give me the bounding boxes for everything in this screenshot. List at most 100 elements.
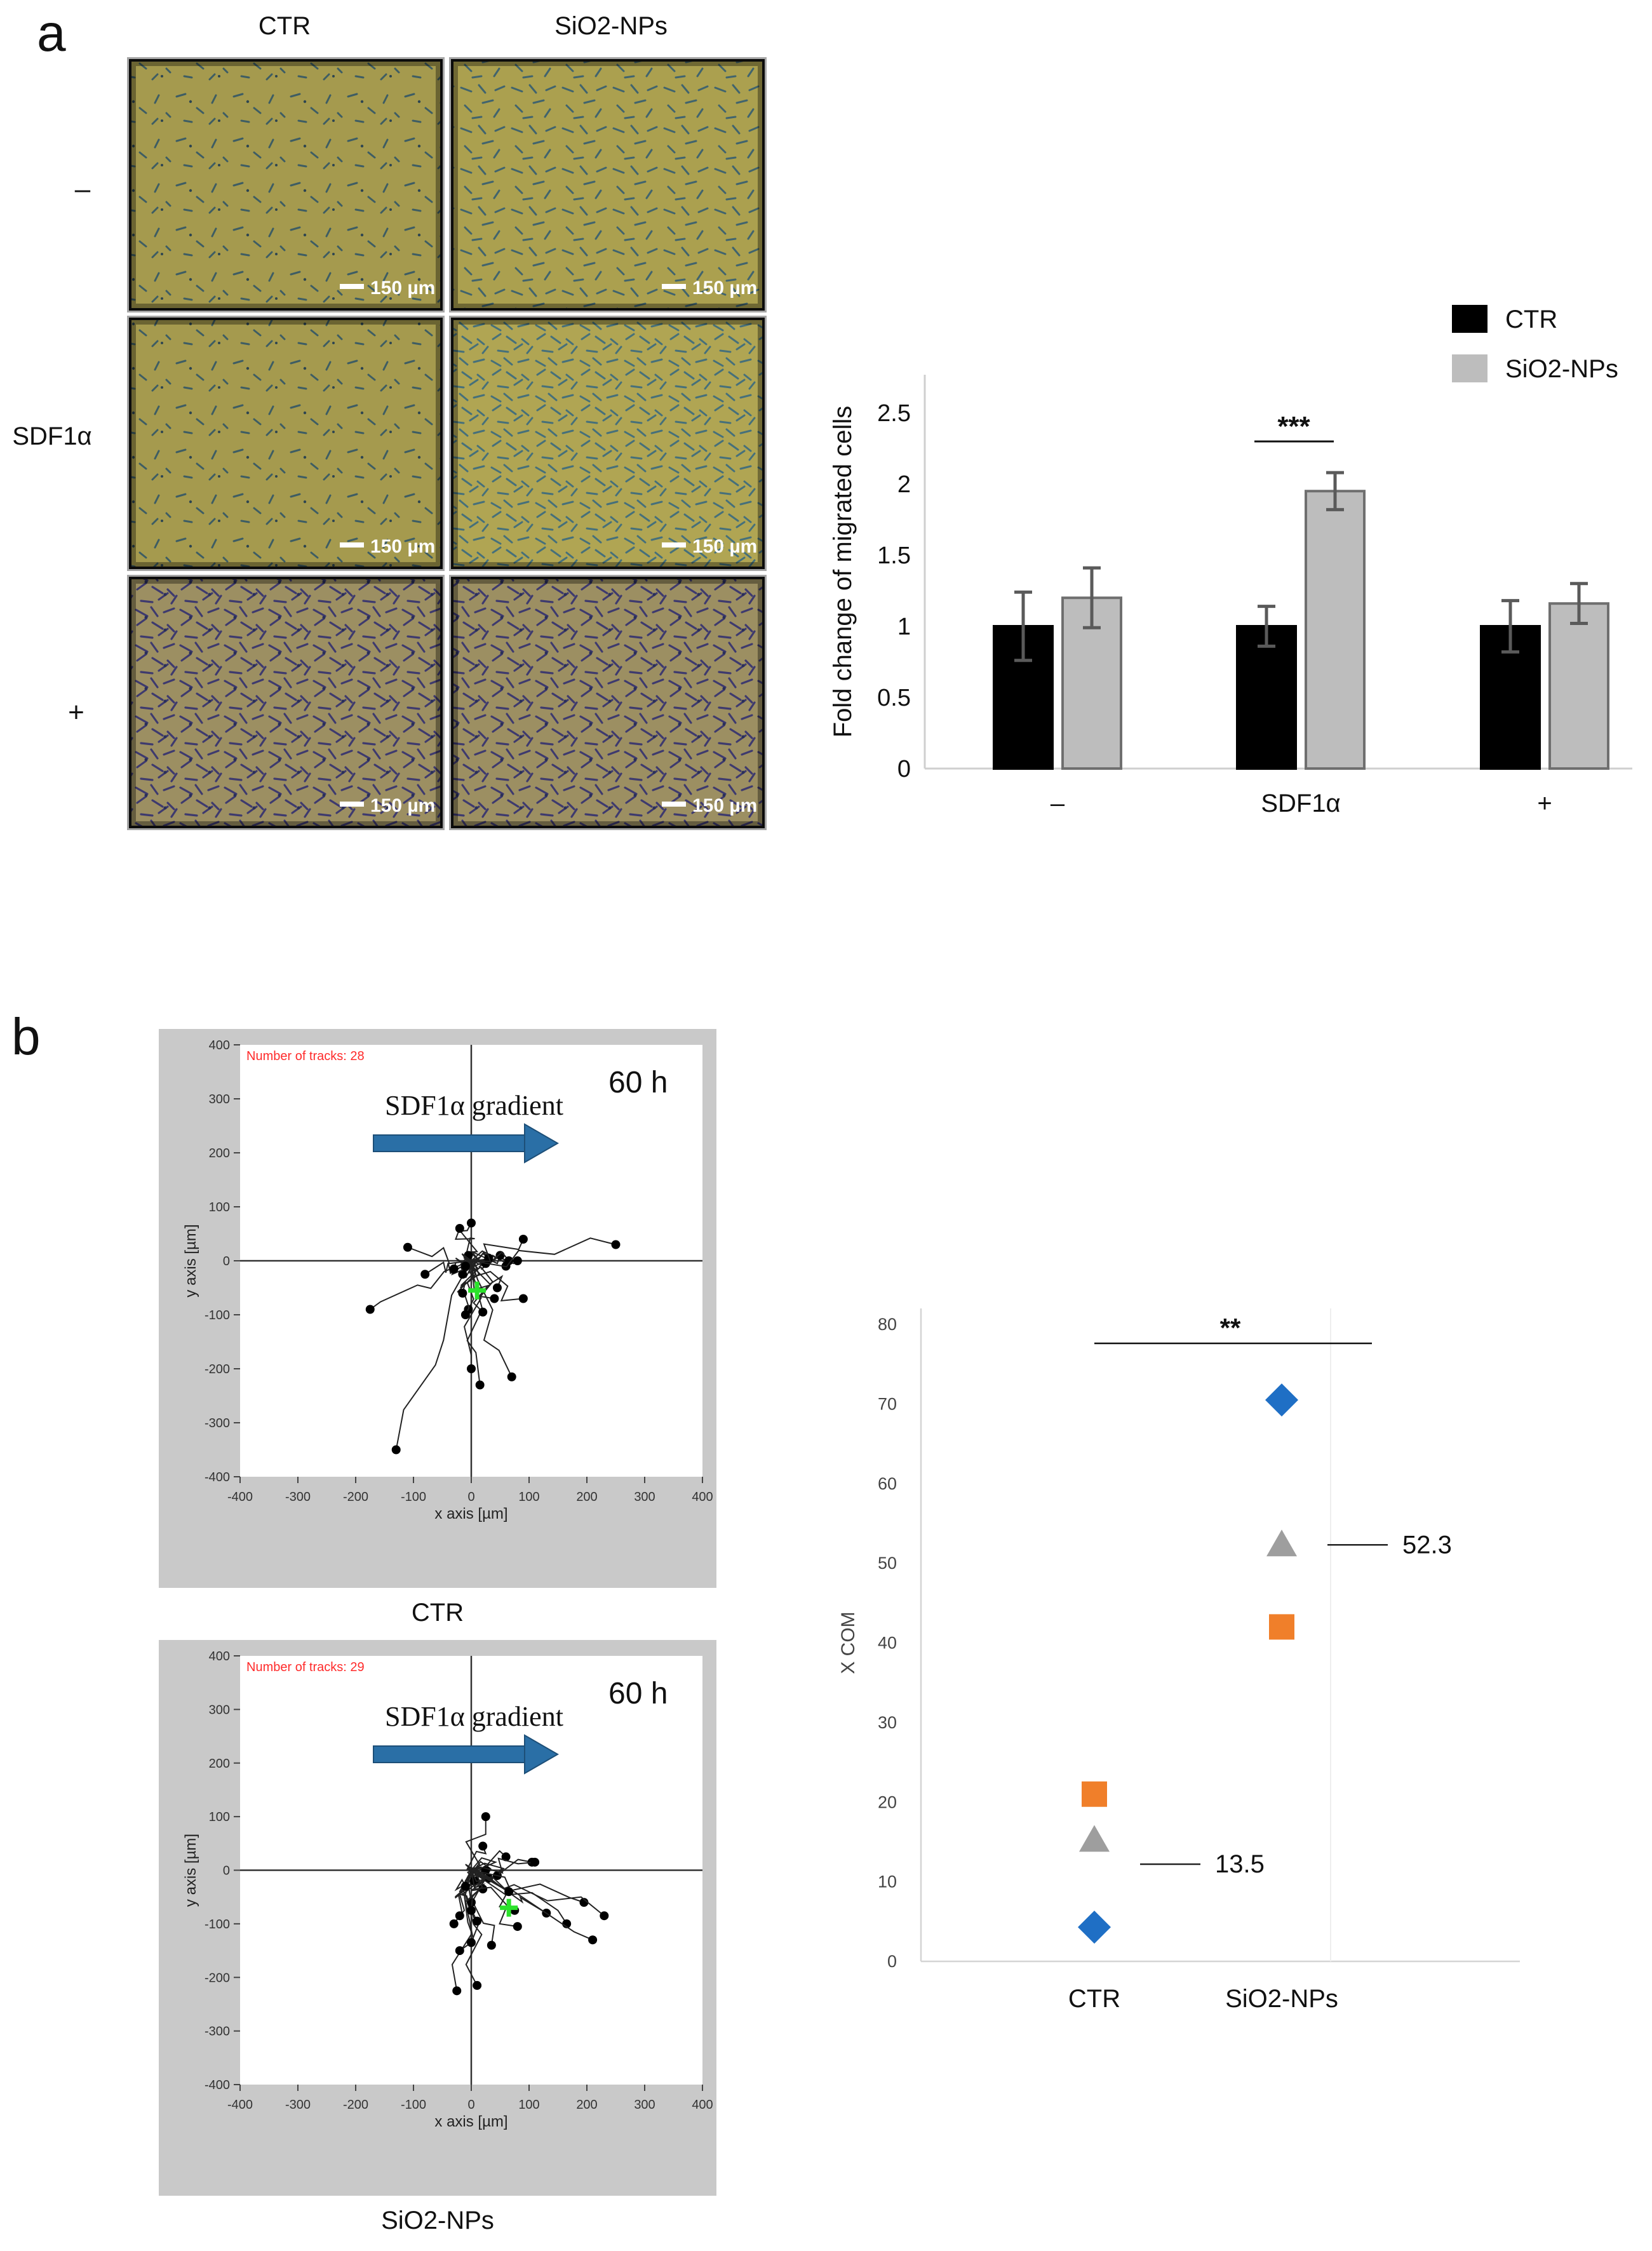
micrograph-image: [129, 577, 443, 828]
x-tick-label: -100: [401, 1490, 426, 1504]
track-time-label: 60 h: [608, 1677, 668, 1710]
cell-track-endpoint: [467, 1905, 476, 1915]
x-tick-label: 200: [576, 1490, 597, 1504]
cell-track-endpoint: [501, 1852, 511, 1862]
bar-chart: Fold change of migrated cells 0 0.5 1 1.5 2 2…: [829, 305, 1632, 817]
x-tick-label: -200: [343, 2098, 368, 2112]
cell-track-endpoint: [455, 1911, 464, 1921]
cell-track-endpoint: [420, 1270, 430, 1279]
bar-sio2-nps-2: [1305, 490, 1366, 770]
cell-track-endpoint: [365, 1305, 375, 1314]
y-tick-label: -300: [205, 2025, 230, 2039]
gradient-arrow-head: [524, 1123, 560, 1164]
xcom-point-triangle: [1266, 1529, 1297, 1557]
scale-bar-label: 150 µm: [370, 795, 435, 816]
x-tick-label: 300: [634, 1490, 655, 1504]
xcom-y-tick: 80: [878, 1315, 897, 1334]
micrograph-2-2: 150 µm: [449, 316, 767, 571]
bar-sio2-nps-3: [1548, 602, 1609, 770]
cell-track-endpoint: [579, 1898, 589, 1907]
legend-label-2: SiO2-NPs: [1505, 355, 1618, 383]
bar-chart-y-tick: 1.5: [877, 542, 911, 569]
track-plot-caption: CTR: [412, 1599, 464, 1627]
x-tick-label: 100: [518, 1490, 539, 1504]
cell-track-endpoint: [460, 1881, 470, 1891]
cell-track-endpoint: [458, 1270, 467, 1279]
cell-track-endpoint: [455, 1946, 464, 1956]
y-tick-label: -400: [205, 2078, 230, 2092]
micrograph-image: [451, 59, 765, 311]
micrograph-image: [129, 318, 443, 569]
y-tick-label: 400: [209, 1038, 230, 1052]
cell-track-path: [471, 1237, 616, 1268]
micrograph-image: [451, 318, 765, 569]
xcom-point-diamond: [1265, 1383, 1298, 1417]
bar-chart-category-label: –: [1051, 790, 1065, 817]
cell-track-endpoint: [475, 1380, 485, 1390]
y-tick-label: -100: [205, 1918, 230, 1932]
panel-a-row-sdf1a: SDF1α: [12, 422, 91, 450]
cell-track-path: [471, 1869, 567, 1925]
scale-bar-label: 150 µm: [692, 536, 757, 557]
track-plot-2: -400 -400 -300 -300 -200 -200 -100 -100 0 0 100 100…: [159, 1640, 716, 2234]
x-tick-label: -300: [285, 2098, 311, 2112]
bar-chart-y-tick: 2: [897, 471, 911, 498]
micrograph-grid: 150 µm 150 µm 150 µm 150 µm 150 µm 150 µm: [127, 57, 767, 830]
x-tick-label: -200: [343, 1490, 368, 1504]
y-tick-label: 0: [223, 1254, 230, 1268]
panel-a-row-minus: –: [75, 173, 91, 205]
xcom-point-diamond: [1078, 1911, 1111, 1944]
xcom-y-tick: 0: [887, 1952, 897, 1971]
cell-track-path: [471, 1858, 532, 1875]
y-tick-label: 300: [209, 1703, 230, 1717]
bar-chart-category-label: +: [1537, 790, 1552, 817]
track-x-axis-label: x axis [µm]: [434, 2113, 507, 2130]
cell-track-endpoint: [403, 1242, 412, 1252]
cell-track-path: [407, 1246, 472, 1265]
cell-track-endpoint: [452, 1986, 462, 1996]
cell-track-endpoint: [588, 1935, 598, 1945]
significance-stars: ***: [1277, 411, 1310, 442]
xcom-y-tick: 50: [878, 1554, 897, 1573]
cell-track-endpoint: [467, 1218, 476, 1228]
y-tick-label: -300: [205, 1416, 230, 1430]
bar-chart-y-tick: 2.5: [877, 400, 911, 427]
bar-chart-y-tick: 0: [897, 756, 911, 783]
cell-track-endpoint: [518, 1294, 528, 1303]
x-tick-label: 400: [692, 2098, 713, 2112]
cell-track-endpoint: [460, 1310, 470, 1319]
cell-track-path: [471, 1869, 495, 1945]
cell-track-endpoint: [460, 1261, 470, 1271]
cell-track-path: [471, 1857, 535, 1874]
cell-track-path: [459, 1260, 480, 1294]
cell-track-endpoint: [478, 1885, 488, 1894]
legend-label-1: CTR: [1505, 306, 1557, 333]
cell-track-endpoint: [611, 1240, 621, 1249]
cell-track-endpoint: [478, 1841, 488, 1851]
cell-track-endpoint: [449, 1264, 459, 1273]
panel-a-column-ctr: CTR: [259, 12, 311, 40]
x-tick-label: -400: [227, 1490, 253, 1504]
mean-value-label: 13.5: [1215, 1850, 1265, 1878]
track-y-axis-label: y axis [µm]: [182, 1834, 199, 1907]
micrograph-vignette: [127, 57, 445, 312]
cell-track-endpoint: [530, 1857, 540, 1867]
center-of-mass-marker: [500, 1898, 518, 1917]
y-tick-label: -100: [205, 1308, 230, 1322]
micrograph-2-1: 150 µm: [127, 316, 445, 571]
cell-track-path: [469, 1260, 495, 1300]
scale-bar-label: 150 µm: [370, 536, 435, 557]
x-tick-label: 400: [692, 1490, 713, 1504]
cell-track-path: [466, 1846, 487, 1871]
y-tick-label: 100: [209, 1200, 230, 1214]
xcom-point-square: [1269, 1614, 1294, 1640]
cell-track-path: [464, 1260, 482, 1369]
cell-track-path: [471, 1239, 524, 1262]
cell-track-endpoint: [455, 1224, 464, 1233]
y-tick-label: -200: [205, 1362, 230, 1376]
cell-track-endpoint: [467, 1938, 476, 1947]
micrograph-image: [129, 59, 443, 311]
xcom-y-tick: 10: [878, 1872, 897, 1892]
y-tick-label: 300: [209, 1092, 230, 1106]
gradient-label: SDF1α gradient: [385, 1090, 563, 1121]
